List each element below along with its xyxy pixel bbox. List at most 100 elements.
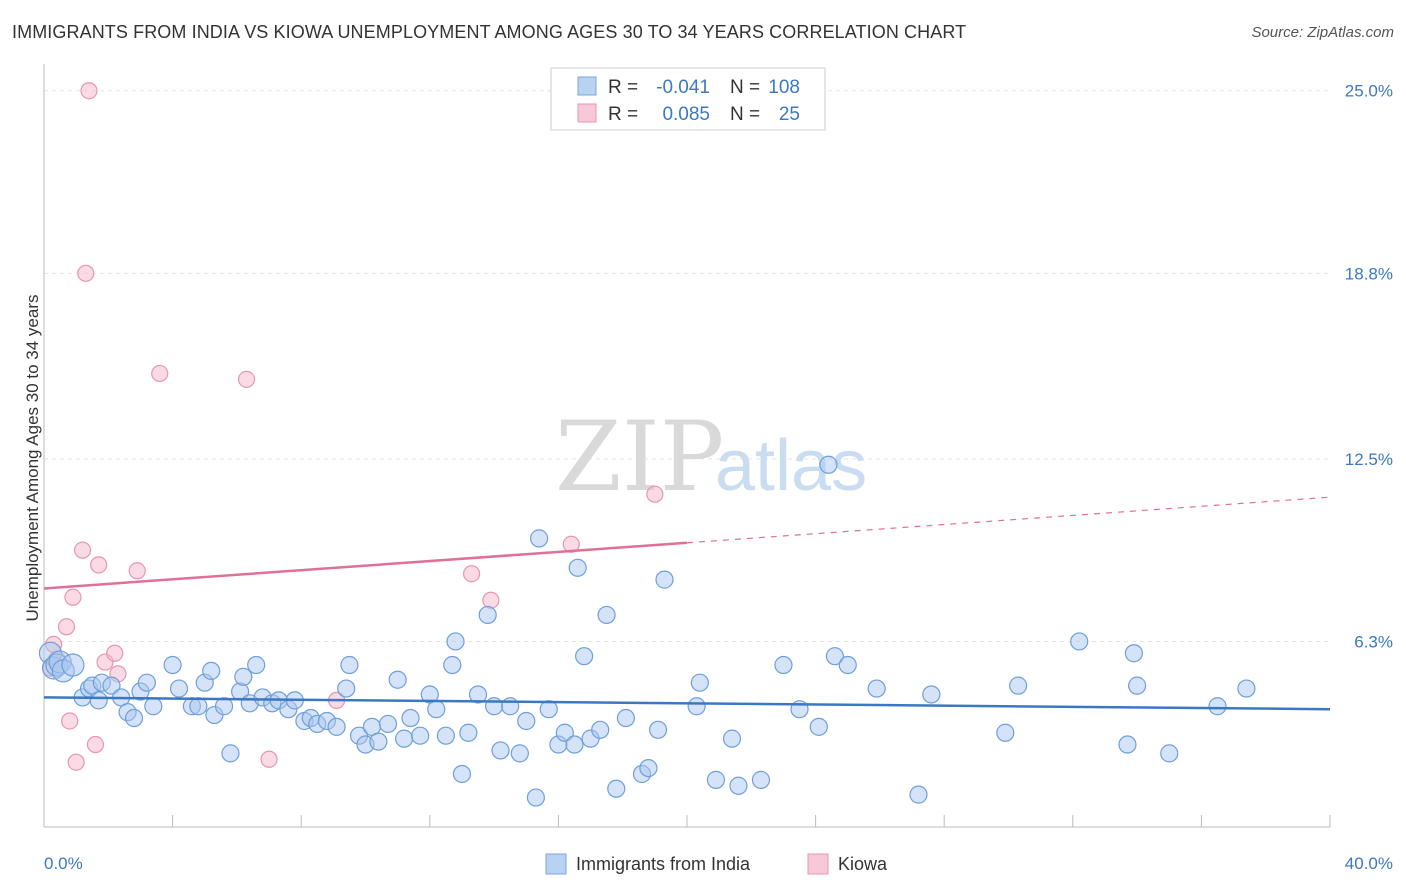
india-point — [1127, 676, 1147, 695]
india-point — [221, 744, 240, 763]
y-tick-label: 12.5% — [1345, 450, 1393, 469]
india-point — [526, 788, 545, 807]
legend-n-value-kiowa: 25 — [779, 104, 800, 125]
india-point — [555, 723, 574, 742]
watermark-zip: ZIP — [555, 401, 724, 513]
india-point — [774, 655, 793, 675]
india-point — [169, 679, 189, 698]
india-point — [838, 655, 857, 675]
axes — [43, 64, 1331, 828]
y-tick-label: 18.8% — [1345, 264, 1393, 283]
india-point — [616, 708, 636, 728]
india-point — [517, 711, 536, 731]
kiowa-point — [482, 591, 500, 609]
kiowa-point — [67, 753, 85, 771]
india-point — [825, 647, 844, 666]
trend-line-india — [43, 696, 1331, 711]
india-point — [1118, 735, 1137, 754]
source-credit: Source: ZipAtlas.com — [1251, 24, 1394, 41]
india-point — [459, 723, 478, 742]
india-point — [922, 685, 941, 704]
kiowa-point — [57, 618, 76, 636]
india-point — [1160, 744, 1179, 763]
kiowa-point — [77, 264, 95, 282]
kiowa-point — [61, 712, 79, 730]
india-point — [639, 758, 658, 778]
india-point — [327, 717, 346, 736]
kiowa-point — [646, 485, 664, 503]
india-point — [751, 770, 771, 789]
legend-r-label-kiowa: R = — [608, 104, 638, 125]
stats-legend: R = -0.041 N = 108 R = 0.085 N = 25 — [550, 67, 826, 131]
kiowa-point — [106, 644, 124, 662]
india-point — [591, 720, 610, 739]
y-axis-label: Unemployment Among Ages 30 to 34 years — [23, 295, 42, 622]
india-point — [575, 647, 594, 666]
india-point — [565, 735, 584, 754]
india-point — [996, 723, 1015, 742]
kiowa-point — [237, 370, 256, 388]
kiowa-point — [562, 535, 580, 553]
india-point — [819, 455, 838, 474]
bottom-legend-label-kiowa: Kiowa — [838, 854, 888, 874]
india-point — [102, 676, 121, 695]
india-point — [597, 605, 616, 625]
india-point — [202, 661, 221, 681]
kiowa-point — [64, 588, 82, 606]
stats-legend-box — [550, 67, 826, 131]
india-point — [337, 679, 356, 698]
india-point — [446, 632, 465, 651]
india-point — [61, 653, 85, 677]
india-point — [401, 708, 420, 728]
legend-swatch-india — [577, 76, 597, 96]
india-point — [1009, 676, 1028, 695]
kiowa-point — [260, 750, 278, 768]
legend-r-label-india: R = — [608, 77, 638, 98]
india-point — [690, 673, 709, 692]
x-tick-labels: 0.0% 40.0% — [44, 854, 1393, 873]
india-point — [539, 700, 558, 719]
india-point — [394, 729, 414, 748]
india-point — [706, 770, 726, 789]
india-point — [452, 764, 472, 784]
india-point — [369, 732, 388, 751]
series-india-points — [38, 455, 1256, 807]
india-point — [1124, 644, 1143, 663]
india-point — [607, 779, 626, 798]
bottom-legend-label-india: Immigrants from India — [576, 854, 751, 874]
india-point — [655, 570, 674, 589]
india-point — [1208, 697, 1227, 716]
india-point — [510, 744, 529, 763]
india-point — [648, 720, 668, 739]
india-point — [436, 726, 455, 745]
india-point — [478, 605, 497, 625]
kiowa-point — [151, 364, 169, 383]
grid-lines — [44, 90, 1330, 642]
india-point — [1070, 632, 1089, 651]
india-point — [378, 714, 398, 734]
x-tick-label-min: 0.0% — [44, 854, 83, 873]
india-point — [189, 697, 208, 716]
legend-n-label-kiowa: N = — [730, 104, 760, 125]
india-point — [809, 717, 828, 736]
india-point — [722, 729, 742, 748]
india-point — [491, 741, 510, 760]
india-point — [388, 670, 407, 689]
kiowa-point — [90, 556, 108, 574]
india-point — [867, 679, 886, 698]
x-tick-label-max: 40.0% — [1345, 854, 1393, 873]
bottom-legend-swatch-kiowa — [807, 853, 829, 875]
india-point — [163, 655, 182, 675]
india-point — [443, 655, 462, 675]
y-tick-label: 6.3% — [1354, 632, 1393, 651]
india-point — [687, 697, 706, 716]
kiowa-point — [128, 562, 146, 580]
india-point — [124, 708, 144, 728]
india-point — [530, 529, 549, 548]
kiowa-point — [73, 541, 92, 559]
india-point — [568, 558, 587, 577]
india-point — [468, 685, 488, 704]
kiowa-point — [80, 82, 98, 100]
watermark-atlas: atlas — [715, 426, 867, 506]
